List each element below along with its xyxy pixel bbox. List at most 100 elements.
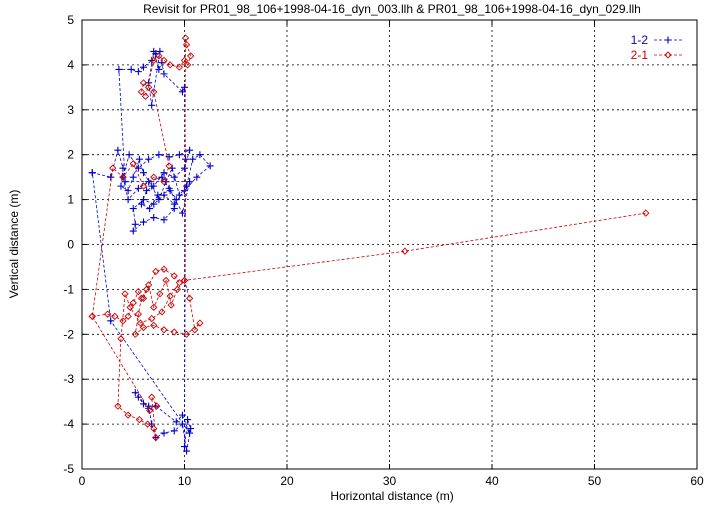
data-point [117, 335, 125, 343]
data-point [155, 196, 163, 204]
data-point [186, 178, 194, 186]
data-point [184, 416, 192, 424]
data-point [181, 164, 188, 172]
data-point [182, 330, 191, 338]
data-point [206, 162, 214, 170]
x-axis-label: Horizontal distance (m) [330, 489, 453, 503]
data-point [135, 155, 143, 163]
data-point [173, 285, 181, 294]
series-2-1 [88, 34, 650, 442]
data-point [140, 196, 147, 204]
data-point [117, 182, 125, 190]
data-point [191, 326, 199, 334]
data-point [150, 173, 158, 181]
data-point [124, 196, 132, 204]
data-point [129, 160, 137, 168]
data-point [160, 429, 168, 437]
data-point [172, 196, 180, 204]
y-tick-label: 1 [67, 193, 74, 207]
data-point [150, 182, 158, 190]
data-point [134, 393, 142, 401]
data-point [150, 200, 158, 208]
data-point [137, 88, 146, 96]
data-point [146, 205, 154, 213]
data-point [160, 178, 168, 186]
data-point [166, 187, 174, 195]
series-line [91, 50, 211, 452]
y-tick-label: -4 [63, 417, 74, 431]
data-point [175, 279, 184, 287]
data-point [115, 65, 123, 73]
chart-title: Revisit for PR01_98_106+1998-04-16_dyn_0… [143, 2, 641, 16]
data-point [154, 191, 162, 199]
data-point [187, 52, 195, 60]
data-point [134, 310, 143, 318]
x-tick-label: 60 [690, 474, 704, 488]
data-point [143, 187, 151, 195]
data-point [160, 70, 168, 78]
data-point [181, 34, 190, 42]
data-point [189, 155, 197, 163]
x-tick-label: 50 [588, 474, 602, 488]
legend-label: 1-2 [631, 33, 649, 47]
data-point [129, 173, 137, 181]
data-point [103, 310, 112, 318]
data-point [129, 227, 137, 235]
data-point [165, 162, 173, 170]
series-layer [88, 34, 650, 455]
data-point [107, 317, 115, 325]
data-point [166, 61, 174, 69]
data-point [181, 443, 188, 451]
data-point [170, 427, 178, 435]
data-point [140, 63, 147, 71]
data-point [88, 169, 96, 177]
legend-label: 2-1 [631, 48, 649, 62]
data-point [186, 146, 194, 154]
x-tick-label: 0 [79, 474, 86, 488]
data-point [124, 312, 132, 320]
y-tick-label: 3 [67, 103, 74, 117]
data-point [135, 415, 144, 424]
data-point [175, 63, 184, 71]
data-point [178, 411, 186, 419]
data-point [180, 56, 189, 65]
data-point [183, 182, 191, 190]
data-point [145, 155, 153, 163]
x-tick-label: 10 [178, 474, 192, 488]
data-point [182, 41, 191, 49]
data-point [119, 173, 127, 181]
data-point [196, 151, 204, 159]
data-point [152, 267, 160, 276]
axis-ticks: 0 10 20 30 40 50 60 -5 -4 -3 -2 -1 0 1 2 3 4 5 [63, 13, 704, 488]
data-point [107, 173, 115, 181]
y-tick-label: 4 [67, 58, 74, 72]
data-point [642, 209, 650, 217]
data-point [88, 312, 96, 320]
data-point [162, 276, 170, 285]
x-tick-label: 20 [280, 474, 294, 488]
data-point [148, 393, 156, 401]
y-tick-label: 0 [67, 238, 74, 252]
data-point [114, 402, 122, 410]
data-point [160, 216, 168, 224]
data-point [148, 314, 156, 323]
data-point [158, 173, 166, 181]
y-tick-label: -3 [63, 372, 74, 386]
data-point [119, 164, 127, 172]
data-point [166, 292, 174, 300]
data-point [150, 47, 158, 55]
data-point [183, 61, 192, 69]
data-point [160, 169, 168, 177]
data-point [178, 88, 186, 96]
data-point [150, 424, 158, 433]
data-point [150, 214, 158, 222]
data-point [160, 326, 168, 334]
data-point [150, 56, 158, 65]
y-tick-label: 5 [67, 13, 74, 27]
data-point [183, 447, 191, 455]
data-point [144, 83, 153, 91]
x-tick-label: 30 [383, 474, 397, 488]
data-point [134, 184, 142, 192]
data-point [109, 164, 117, 172]
